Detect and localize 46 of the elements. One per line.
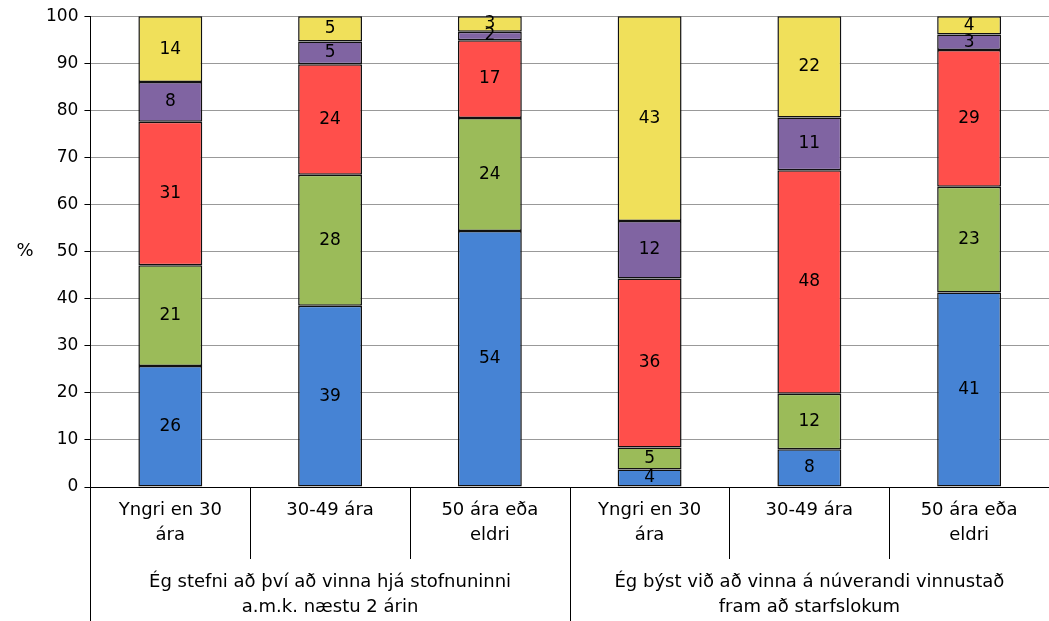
- data-label: 26: [159, 414, 182, 435]
- data-label: 8: [803, 456, 815, 477]
- data-label: 5: [324, 17, 336, 38]
- text: Ég býst við að vinna á núverandi vinnustað fram að starfslokum: [614, 569, 1005, 616]
- data-label: 29: [958, 106, 980, 127]
- y-tick-label: 60: [56, 192, 79, 213]
- y-tick-label: 90: [56, 51, 79, 72]
- x-tick-label: 50 ára eða eldri: [920, 497, 1018, 544]
- text: Ég stefni að því að vinna hjá stofnuninni a.m.k. næstu 2 árin: [149, 569, 512, 616]
- data-label: 14: [159, 37, 182, 58]
- y-tick-label: 100: [45, 4, 79, 25]
- data-label: 21: [159, 304, 182, 325]
- data-label: 5: [644, 446, 656, 467]
- data-label: 24: [319, 107, 341, 128]
- data-label: 22: [798, 55, 821, 76]
- y-tick-label: 0: [67, 475, 79, 496]
- y-tick-label: 50: [56, 240, 79, 261]
- data-label: 23: [958, 228, 980, 249]
- data-label: 28: [319, 228, 341, 249]
- x-tick-label: 30-49 ára: [765, 497, 854, 519]
- y-tick-label: 20: [56, 381, 79, 402]
- data-label: 11: [798, 132, 821, 153]
- data-label: 36: [638, 351, 661, 372]
- x-tick-label: Yngri en 30 ára: [117, 497, 222, 544]
- y-tick-label: 80: [56, 98, 79, 119]
- data-label: 12: [638, 238, 661, 259]
- y-tick-label: 30: [56, 334, 79, 355]
- data-label: 8: [164, 90, 176, 111]
- y-tick-label: 10: [56, 428, 79, 449]
- y-axis-title: %: [16, 239, 34, 261]
- data-label: 17: [479, 67, 501, 88]
- x-tick-label: 50 ára eða eldri: [441, 497, 539, 544]
- data-label: 41: [958, 377, 980, 398]
- data-label: 24: [479, 162, 501, 183]
- data-label: 5: [324, 41, 336, 62]
- data-label: 39: [319, 384, 341, 405]
- data-label: 31: [159, 181, 182, 202]
- data-label: 48: [798, 270, 821, 291]
- data-label: 43: [638, 107, 661, 128]
- data-label: 4: [644, 466, 656, 487]
- data-label: 12: [798, 409, 821, 430]
- x-tick-label: Yngri en 30 ára: [597, 497, 702, 544]
- x-tick-label: 30-49 ára: [286, 497, 374, 519]
- y-tick-label: 40: [56, 287, 79, 308]
- data-label: 54: [479, 347, 501, 368]
- y-tick-label: 70: [56, 145, 79, 166]
